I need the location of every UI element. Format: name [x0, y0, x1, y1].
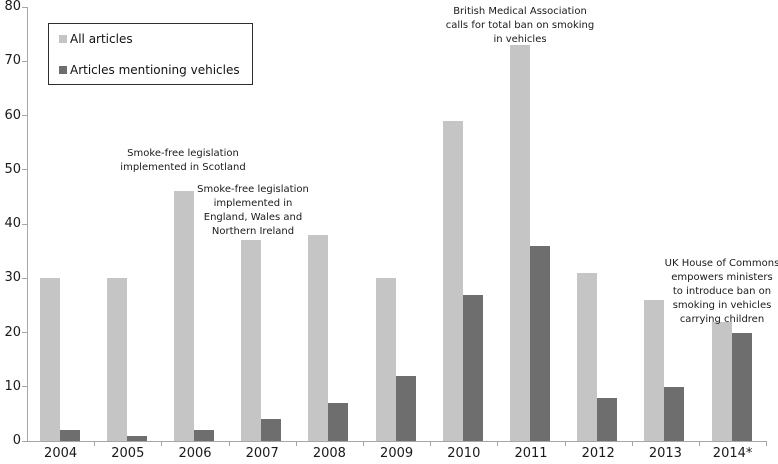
bar-2010-all-articles — [442, 120, 463, 441]
y-tick-20 — [22, 332, 27, 333]
x-tick-8 — [564, 442, 566, 446]
y-tick-80 — [22, 6, 27, 8]
y-tick-label-70: 70 — [4, 53, 21, 69]
legend-swatch-all-articles — [59, 35, 67, 43]
x-tick-7 — [497, 442, 499, 446]
x-axis-label-2013: 2013 — [648, 446, 682, 461]
bar-2012-all-articles — [577, 272, 598, 441]
annotation-4: UK House of Commons empowers ministers t… — [664, 258, 778, 325]
annotation-3: British Medical Association calls for to… — [445, 6, 595, 45]
y-tick-30 — [22, 277, 27, 279]
x-axis-label-2014: 2014* — [712, 446, 753, 461]
y-tick-70 — [22, 60, 27, 62]
bar-2013-vehicles — [664, 386, 685, 441]
x-axis-label-2006: 2006 — [178, 446, 212, 461]
bar-2014-vehicles — [731, 332, 752, 441]
x-tick-9 — [631, 442, 633, 446]
x-tick-2 — [161, 442, 163, 446]
x-tick-6 — [430, 442, 432, 446]
y-tick-60 — [22, 115, 27, 116]
y-tick-0 — [22, 440, 27, 442]
y-tick-label-60: 60 — [4, 107, 21, 123]
bar-2006-all-articles — [174, 191, 194, 441]
bar-2004-vehicles — [59, 430, 80, 441]
bar-2006-vehicles — [194, 430, 214, 441]
x-axis-label-2007: 2007 — [245, 446, 279, 461]
legend-item-articles-mentioning-vehicles: Articles mentioning vehicles — [59, 62, 240, 78]
y-tick-10 — [22, 386, 27, 388]
legend-label-articles-mentioning-vehicles: Articles mentioning vehicles — [70, 63, 240, 77]
y-tick-label-30: 30 — [4, 270, 21, 286]
bar-2014-all-articles — [711, 321, 732, 441]
bar-2009-all-articles — [375, 278, 396, 441]
bar-2011-all-articles — [510, 44, 530, 441]
bar-2012-vehicles — [597, 397, 618, 441]
y-tick-label-80: 80 — [4, 0, 21, 14]
y-tick-label-10: 10 — [4, 378, 21, 394]
bar-2008-all-articles — [308, 234, 329, 441]
x-tick-10 — [699, 442, 700, 446]
x-tick-3 — [228, 442, 230, 446]
x-axis-label-2008: 2008 — [312, 446, 346, 461]
x-axis-label-2012: 2012 — [581, 446, 615, 461]
x-tick-4 — [295, 442, 297, 446]
bar-2013-all-articles — [644, 299, 665, 441]
bar-2008-vehicles — [328, 403, 349, 441]
legend-label-all-articles: All articles — [70, 32, 133, 46]
y-tick-label-20: 20 — [4, 324, 21, 340]
bar-2005-all-articles — [106, 278, 127, 441]
legend: All articles Articles mentioning vehicle… — [48, 23, 253, 85]
legend-swatch-articles-mentioning-vehicles — [59, 66, 67, 74]
y-tick-40 — [22, 223, 27, 225]
x-tick-11 — [766, 442, 768, 446]
x-tick-1 — [94, 442, 96, 446]
bar-2009-vehicles — [395, 375, 416, 441]
bar-2007-vehicles — [261, 419, 282, 441]
x-axis-label-2009: 2009 — [380, 446, 414, 461]
x-tick-5 — [363, 442, 364, 446]
x-axis-label-2005: 2005 — [111, 446, 145, 461]
bar-2010-vehicles — [462, 294, 483, 441]
y-tick-label-40: 40 — [4, 216, 21, 231]
bar-2007-all-articles — [241, 240, 262, 441]
y-tick-label-0: 0 — [12, 433, 21, 448]
annotation-2: Smoke-free legislation implemented in En… — [197, 184, 309, 237]
legend-item-all-articles: All articles — [59, 31, 133, 47]
y-tick-label-50: 50 — [4, 161, 21, 177]
bar-2004-all-articles — [39, 278, 60, 441]
y-axis-line — [27, 7, 28, 442]
y-tick-50 — [22, 169, 27, 171]
bar-2011-vehicles — [530, 245, 550, 441]
annotation-1: Smoke-free legislation implemented in Sc… — [120, 148, 246, 173]
bar-2005-vehicles — [126, 435, 147, 441]
x-axis-label-2011: 2011 — [514, 446, 548, 461]
x-axis-label-2004: 2004 — [44, 446, 78, 461]
x-axis-line — [27, 441, 767, 442]
x-axis-label-2010: 2010 — [447, 446, 481, 461]
